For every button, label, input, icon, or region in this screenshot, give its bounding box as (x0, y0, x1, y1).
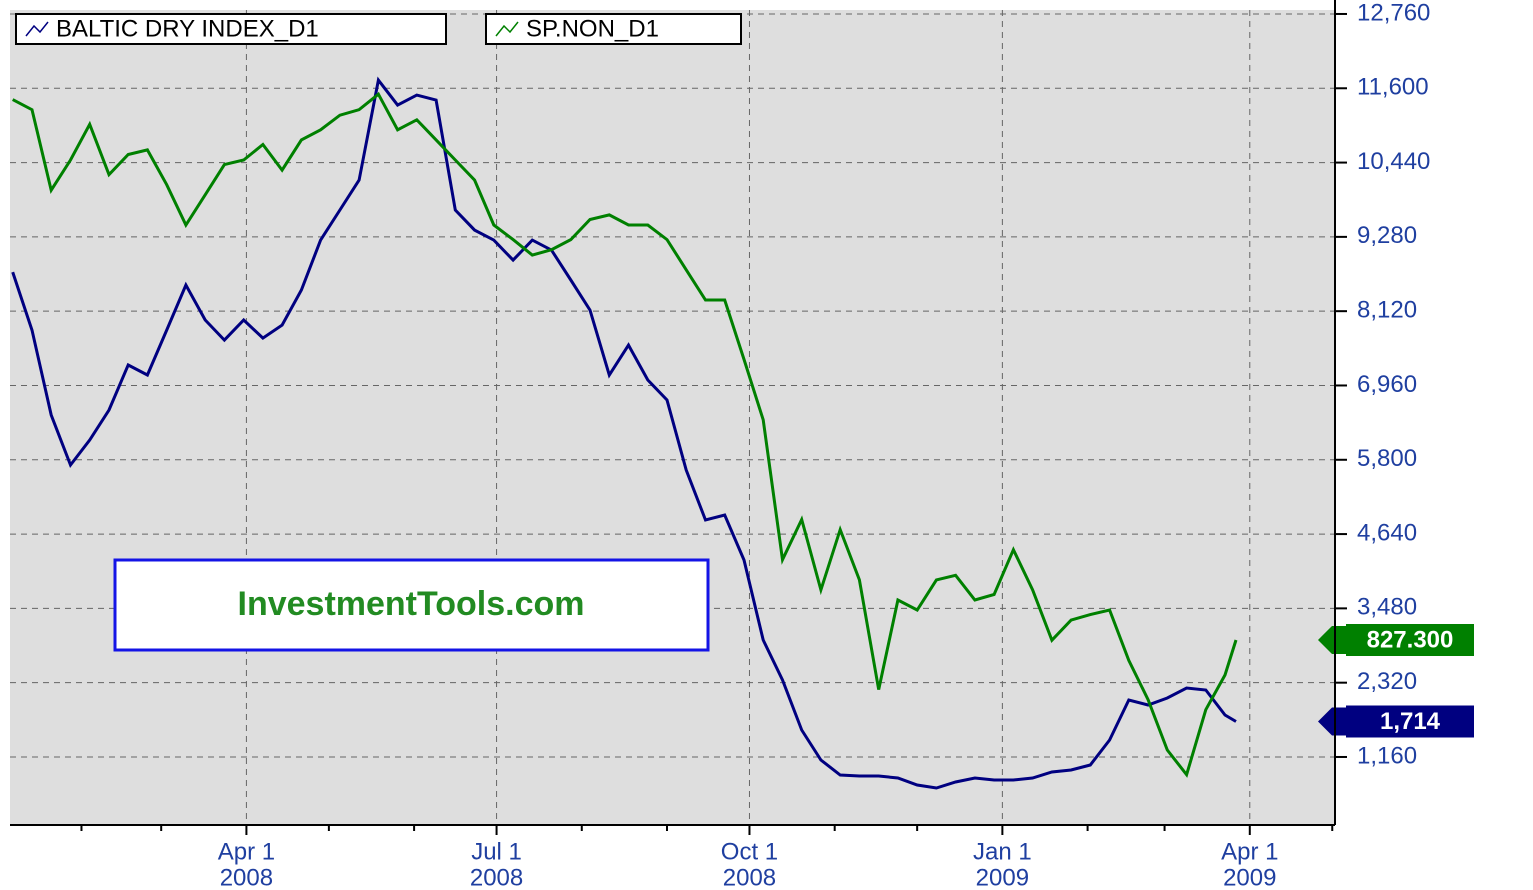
x-tick-label: Jan 1 (973, 838, 1032, 865)
x-tick-label: Oct 1 (721, 838, 778, 865)
y-tick-label: 1,160 (1357, 742, 1417, 769)
x-tick-label: Apr 1 (1221, 838, 1278, 865)
y-tick-label: 9,280 (1357, 222, 1417, 249)
series-line (12, 91, 1238, 778)
legend-label: SP.NON_D1 (526, 15, 659, 42)
y-tick-label: 2,320 (1357, 668, 1417, 695)
y-tick-label: 6,960 (1357, 371, 1417, 398)
y-tick-label: 4,640 (1357, 519, 1417, 546)
x-tick-label: 2009 (1223, 864, 1276, 890)
legend-icon (25, 21, 49, 37)
current-value-label: 1,714 (1380, 708, 1441, 735)
x-tick-label: 2009 (976, 864, 1029, 890)
legend-box (485, 13, 742, 45)
legend-icon (495, 21, 519, 37)
y-tick-label: 3,480 (1357, 594, 1417, 621)
series-line (11, 76, 1237, 790)
y-tick-label: 8,120 (1357, 297, 1417, 324)
current-value-tag (1318, 705, 1474, 738)
x-tick-label: 2008 (470, 864, 523, 890)
y-tick-label: 10,440 (1357, 148, 1430, 175)
y-tick-label: 12,760 (1357, 0, 1430, 26)
y-tick-label: 5,800 (1357, 445, 1417, 472)
current-value-label: 827.300 (1367, 626, 1454, 653)
current-value-tag (1318, 623, 1474, 656)
x-tick-label: Jul 1 (471, 838, 522, 865)
y-tick-label: 11,600 (1357, 74, 1429, 101)
x-tick-label: 2008 (723, 864, 776, 890)
legend-box (15, 13, 447, 45)
watermark-box (113, 558, 710, 652)
x-tick-label: Apr 1 (218, 838, 275, 865)
watermark: InvestmentTools.com (238, 585, 585, 623)
x-tick-label: 2008 (220, 864, 273, 890)
legend-label: BALTIC DRY INDEX_D1 (56, 15, 319, 42)
